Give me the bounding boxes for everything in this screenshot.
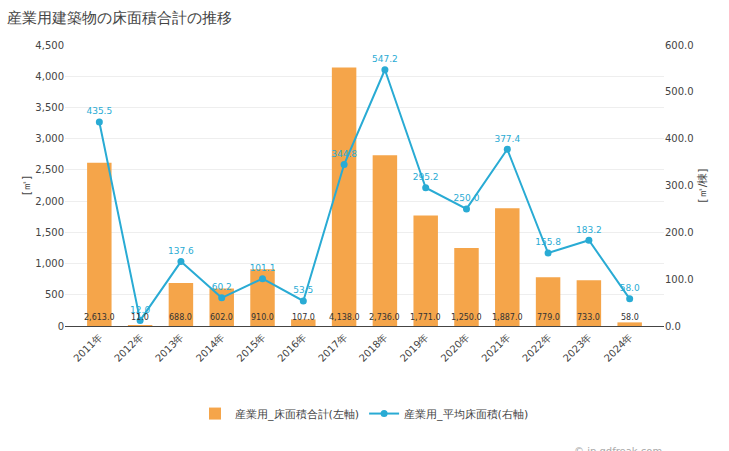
svg-text:53.5: 53.5 — [293, 285, 313, 295]
svg-text:4,500: 4,500 — [35, 40, 64, 51]
svg-text:12.0: 12.0 — [130, 305, 150, 315]
svg-text:4,138.0: 4,138.0 — [329, 313, 360, 322]
svg-text:2021年: 2021年 — [479, 331, 512, 364]
svg-text:500.0: 500.0 — [665, 86, 694, 97]
svg-text:250.0: 250.0 — [454, 193, 480, 203]
svg-text:2011年: 2011年 — [71, 331, 104, 364]
svg-text:344.8: 344.8 — [331, 149, 357, 159]
svg-text:2012年: 2012年 — [112, 331, 145, 364]
svg-text:2024年: 2024年 — [602, 331, 635, 364]
svg-text:60.2: 60.2 — [212, 282, 232, 292]
svg-text:1,000: 1,000 — [35, 258, 64, 269]
svg-text:0.0: 0.0 — [665, 321, 681, 332]
svg-text:435.5: 435.5 — [86, 106, 112, 116]
svg-text:1,500: 1,500 — [35, 227, 64, 238]
svg-text:2,500: 2,500 — [35, 164, 64, 175]
svg-text:2,736.0: 2,736.0 — [369, 313, 400, 322]
svg-text:200.0: 200.0 — [665, 227, 694, 238]
svg-text:2017年: 2017年 — [316, 331, 349, 364]
svg-text:4,000: 4,000 — [35, 71, 64, 82]
svg-text:産業用建築物の床面積合計の推移: 産業用建築物の床面積合計の推移 — [7, 9, 232, 27]
svg-text:377.4: 377.4 — [494, 134, 520, 144]
svg-text:600.0: 600.0 — [665, 40, 694, 51]
svg-text:2,613.0: 2,613.0 — [84, 313, 115, 322]
svg-text:1,887.0: 1,887.0 — [492, 313, 523, 322]
svg-text:3,500: 3,500 — [35, 102, 64, 113]
svg-text:101.1: 101.1 — [250, 263, 276, 273]
svg-text:155.8: 155.8 — [535, 237, 561, 247]
svg-text:100.0: 100.0 — [665, 274, 694, 285]
svg-text:547.2: 547.2 — [372, 54, 398, 64]
svg-text:© jp.gdfreak.com: © jp.gdfreak.com — [574, 446, 662, 451]
svg-text:58.0: 58.0 — [621, 313, 639, 322]
svg-text:400.0: 400.0 — [665, 133, 694, 144]
svg-text:602.0: 602.0 — [210, 313, 233, 322]
svg-text:500: 500 — [45, 289, 64, 300]
svg-text:11.0: 11.0 — [131, 313, 149, 322]
svg-text:1,250.0: 1,250.0 — [451, 313, 482, 322]
svg-text:産業用_平均床面積(右軸): 産業用_平均床面積(右軸) — [404, 408, 528, 421]
svg-text:[㎡/棟]: [㎡/棟] — [696, 168, 709, 202]
svg-text:2015年: 2015年 — [235, 331, 268, 364]
svg-text:2020年: 2020年 — [439, 331, 472, 364]
svg-text:1,771.0: 1,771.0 — [410, 313, 441, 322]
svg-text:2018年: 2018年 — [357, 331, 390, 364]
svg-text:3,000: 3,000 — [35, 133, 64, 144]
svg-text:2016年: 2016年 — [275, 331, 308, 364]
svg-text:300.0: 300.0 — [665, 180, 694, 191]
svg-text:295.2: 295.2 — [413, 172, 439, 182]
svg-text:2019年: 2019年 — [398, 331, 431, 364]
svg-text:183.2: 183.2 — [576, 225, 602, 235]
svg-text:137.6: 137.6 — [168, 246, 194, 256]
svg-text:2013年: 2013年 — [153, 331, 186, 364]
svg-text:0: 0 — [58, 321, 64, 332]
svg-text:[㎡]: [㎡] — [20, 176, 33, 196]
svg-text:688.0: 688.0 — [169, 313, 192, 322]
svg-text:779.0: 779.0 — [537, 313, 560, 322]
svg-text:2023年: 2023年 — [561, 331, 594, 364]
svg-text:産業用_床面積合計(左軸): 産業用_床面積合計(左軸) — [235, 408, 359, 421]
svg-text:733.0: 733.0 — [577, 313, 600, 322]
svg-text:2014年: 2014年 — [194, 331, 227, 364]
svg-text:910.0: 910.0 — [251, 313, 274, 322]
svg-text:58.0: 58.0 — [620, 283, 640, 293]
svg-text:2,000: 2,000 — [35, 196, 64, 207]
svg-text:2022年: 2022年 — [520, 331, 553, 364]
svg-text:107.0: 107.0 — [292, 313, 315, 322]
